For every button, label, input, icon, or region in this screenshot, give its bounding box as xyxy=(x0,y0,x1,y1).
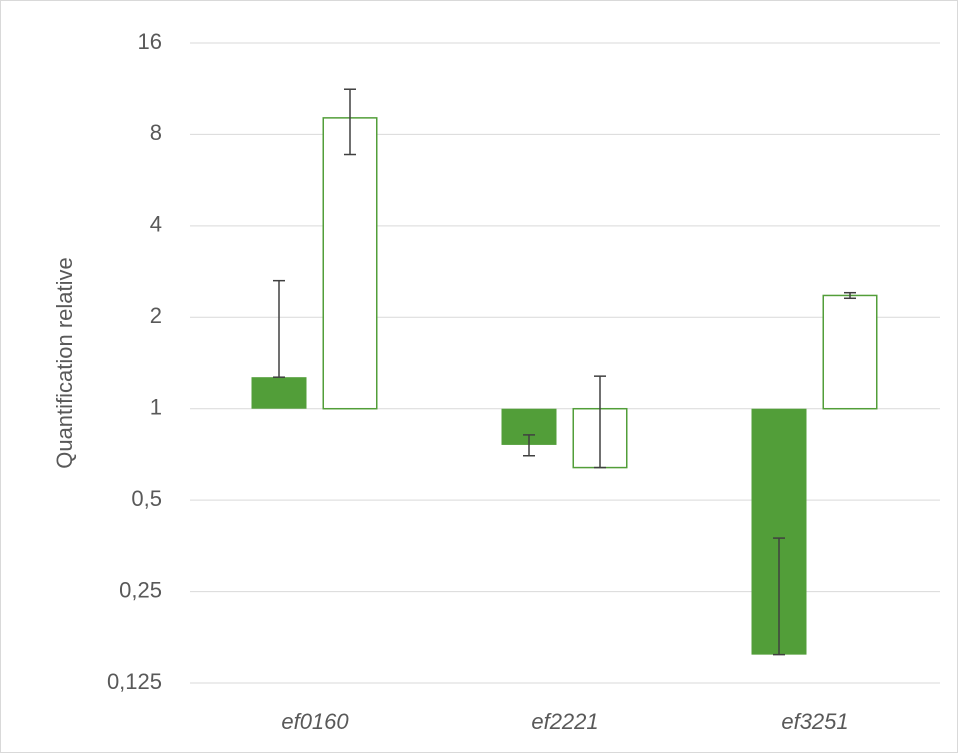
x-tick-label: ef2221 xyxy=(531,709,598,734)
error-bar xyxy=(844,291,856,300)
x-tick-label: ef0160 xyxy=(281,709,349,734)
y-axis-label: Quantification relative xyxy=(52,257,77,469)
bar xyxy=(322,117,378,410)
bar xyxy=(251,377,307,409)
bar xyxy=(822,294,878,410)
error-bar xyxy=(523,434,535,457)
y-tick-label: 1 xyxy=(150,395,162,420)
y-tick-label: 0,25 xyxy=(119,577,162,602)
y-tick-label: 0,125 xyxy=(107,669,162,694)
error-bar xyxy=(773,537,785,656)
y-tick-label: 0,5 xyxy=(131,486,162,511)
y-tick-label: 16 xyxy=(138,29,162,54)
x-tick-label: ef3251 xyxy=(781,709,848,734)
y-tick-label: 4 xyxy=(150,212,162,237)
y-tick-label: 2 xyxy=(150,303,162,328)
error-bar xyxy=(344,88,356,156)
y-tick-label: 8 xyxy=(150,120,162,145)
error-bar xyxy=(594,375,606,469)
error-bar xyxy=(273,279,285,378)
